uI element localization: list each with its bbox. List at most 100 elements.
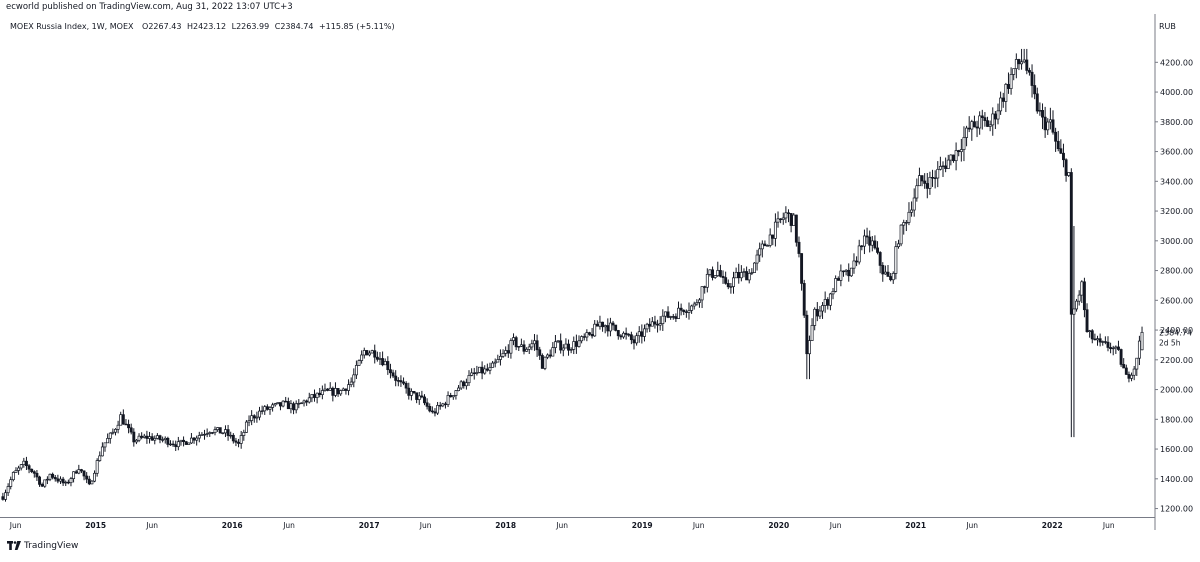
candle[interactable] xyxy=(1122,358,1126,369)
candle[interactable] xyxy=(1106,336,1110,352)
candle[interactable] xyxy=(506,344,510,358)
candle[interactable] xyxy=(553,335,557,354)
candle[interactable] xyxy=(297,399,301,409)
candle[interactable] xyxy=(986,116,989,127)
candle[interactable] xyxy=(1067,172,1071,177)
candle[interactable] xyxy=(95,458,99,477)
candle[interactable] xyxy=(176,436,180,451)
candle[interactable] xyxy=(611,320,615,331)
candle[interactable] xyxy=(163,436,167,444)
candle[interactable] xyxy=(1103,336,1107,345)
candle[interactable] xyxy=(750,268,754,276)
candle[interactable] xyxy=(1101,340,1105,346)
candle[interactable] xyxy=(988,120,992,132)
candle[interactable] xyxy=(844,269,848,276)
candle[interactable] xyxy=(781,212,785,225)
candle[interactable] xyxy=(134,439,138,445)
candle[interactable] xyxy=(22,457,26,468)
candle[interactable] xyxy=(797,236,801,258)
candle[interactable] xyxy=(148,431,151,444)
candle[interactable] xyxy=(365,349,369,356)
candle[interactable] xyxy=(787,209,790,223)
candle[interactable] xyxy=(716,261,720,277)
candle[interactable] xyxy=(870,236,874,252)
candle[interactable] xyxy=(305,399,309,406)
candle[interactable] xyxy=(729,283,733,294)
candle[interactable] xyxy=(51,472,55,480)
candle[interactable] xyxy=(237,438,241,448)
candle[interactable] xyxy=(279,402,282,411)
candle[interactable] xyxy=(567,339,570,356)
candle[interactable] xyxy=(124,419,128,426)
candle[interactable] xyxy=(530,339,534,351)
candle[interactable] xyxy=(614,324,618,332)
candle[interactable] xyxy=(189,433,193,444)
candle[interactable] xyxy=(87,475,91,486)
candle[interactable] xyxy=(569,347,573,354)
candle[interactable] xyxy=(543,356,547,371)
candle[interactable] xyxy=(878,251,882,274)
candle[interactable] xyxy=(119,411,123,426)
candle[interactable] xyxy=(768,228,772,248)
candle[interactable] xyxy=(527,343,531,355)
candle[interactable] xyxy=(1020,48,1024,70)
candle[interactable] xyxy=(1009,67,1013,95)
candle[interactable] xyxy=(1098,333,1102,347)
candle[interactable] xyxy=(310,394,314,403)
candle[interactable] xyxy=(412,391,416,395)
candle[interactable] xyxy=(137,433,141,443)
candle[interactable] xyxy=(865,227,869,245)
candle[interactable] xyxy=(802,279,806,318)
candle[interactable] xyxy=(598,315,602,330)
candle[interactable] xyxy=(66,479,70,485)
candle[interactable] xyxy=(93,470,96,483)
candle[interactable] xyxy=(1,492,5,501)
candle[interactable] xyxy=(650,317,654,327)
candle[interactable] xyxy=(216,427,220,432)
candle[interactable] xyxy=(711,266,715,281)
candle[interactable] xyxy=(876,241,879,255)
candle[interactable] xyxy=(462,380,466,389)
candle[interactable] xyxy=(700,286,704,309)
candle[interactable] xyxy=(197,431,201,443)
candle[interactable] xyxy=(776,211,780,228)
candle[interactable] xyxy=(1043,106,1047,138)
candle[interactable] xyxy=(894,241,898,280)
candle[interactable] xyxy=(404,381,408,394)
candle[interactable] xyxy=(409,388,413,401)
candle[interactable] xyxy=(972,115,976,128)
candle[interactable] xyxy=(742,268,746,278)
candle[interactable] xyxy=(1075,298,1079,312)
candle[interactable] xyxy=(815,302,819,322)
candle[interactable] xyxy=(624,327,628,340)
time-axis[interactable]: Jun 2015 Jun 2016 Jun 2017 Jun 2018 Jun 2019 Jun 20… xyxy=(0,517,1155,531)
candle[interactable] xyxy=(498,349,502,366)
candle[interactable] xyxy=(383,358,387,366)
candle[interactable] xyxy=(862,229,866,255)
candle[interactable] xyxy=(1054,127,1058,152)
candle[interactable] xyxy=(234,437,238,447)
candle[interactable] xyxy=(818,305,822,319)
candle[interactable] xyxy=(983,112,987,127)
candle[interactable] xyxy=(344,388,348,395)
candle[interactable] xyxy=(132,428,136,447)
candle[interactable] xyxy=(1051,110,1055,135)
candle[interactable] xyxy=(938,156,942,171)
candle[interactable] xyxy=(548,349,552,359)
candle[interactable] xyxy=(174,440,178,452)
candle[interactable] xyxy=(813,307,817,331)
candle[interactable] xyxy=(85,472,89,484)
candle[interactable] xyxy=(496,354,500,363)
candle[interactable] xyxy=(941,161,945,177)
candle[interactable] xyxy=(394,370,398,387)
candle[interactable] xyxy=(533,334,536,351)
candle[interactable] xyxy=(698,298,701,308)
candle[interactable] xyxy=(666,306,670,319)
candle[interactable] xyxy=(158,434,162,444)
candle[interactable] xyxy=(470,368,474,377)
candle[interactable] xyxy=(11,471,15,482)
candle[interactable] xyxy=(1064,158,1068,182)
candle[interactable] xyxy=(595,320,599,327)
candle[interactable] xyxy=(839,264,843,287)
candle[interactable] xyxy=(512,333,515,346)
